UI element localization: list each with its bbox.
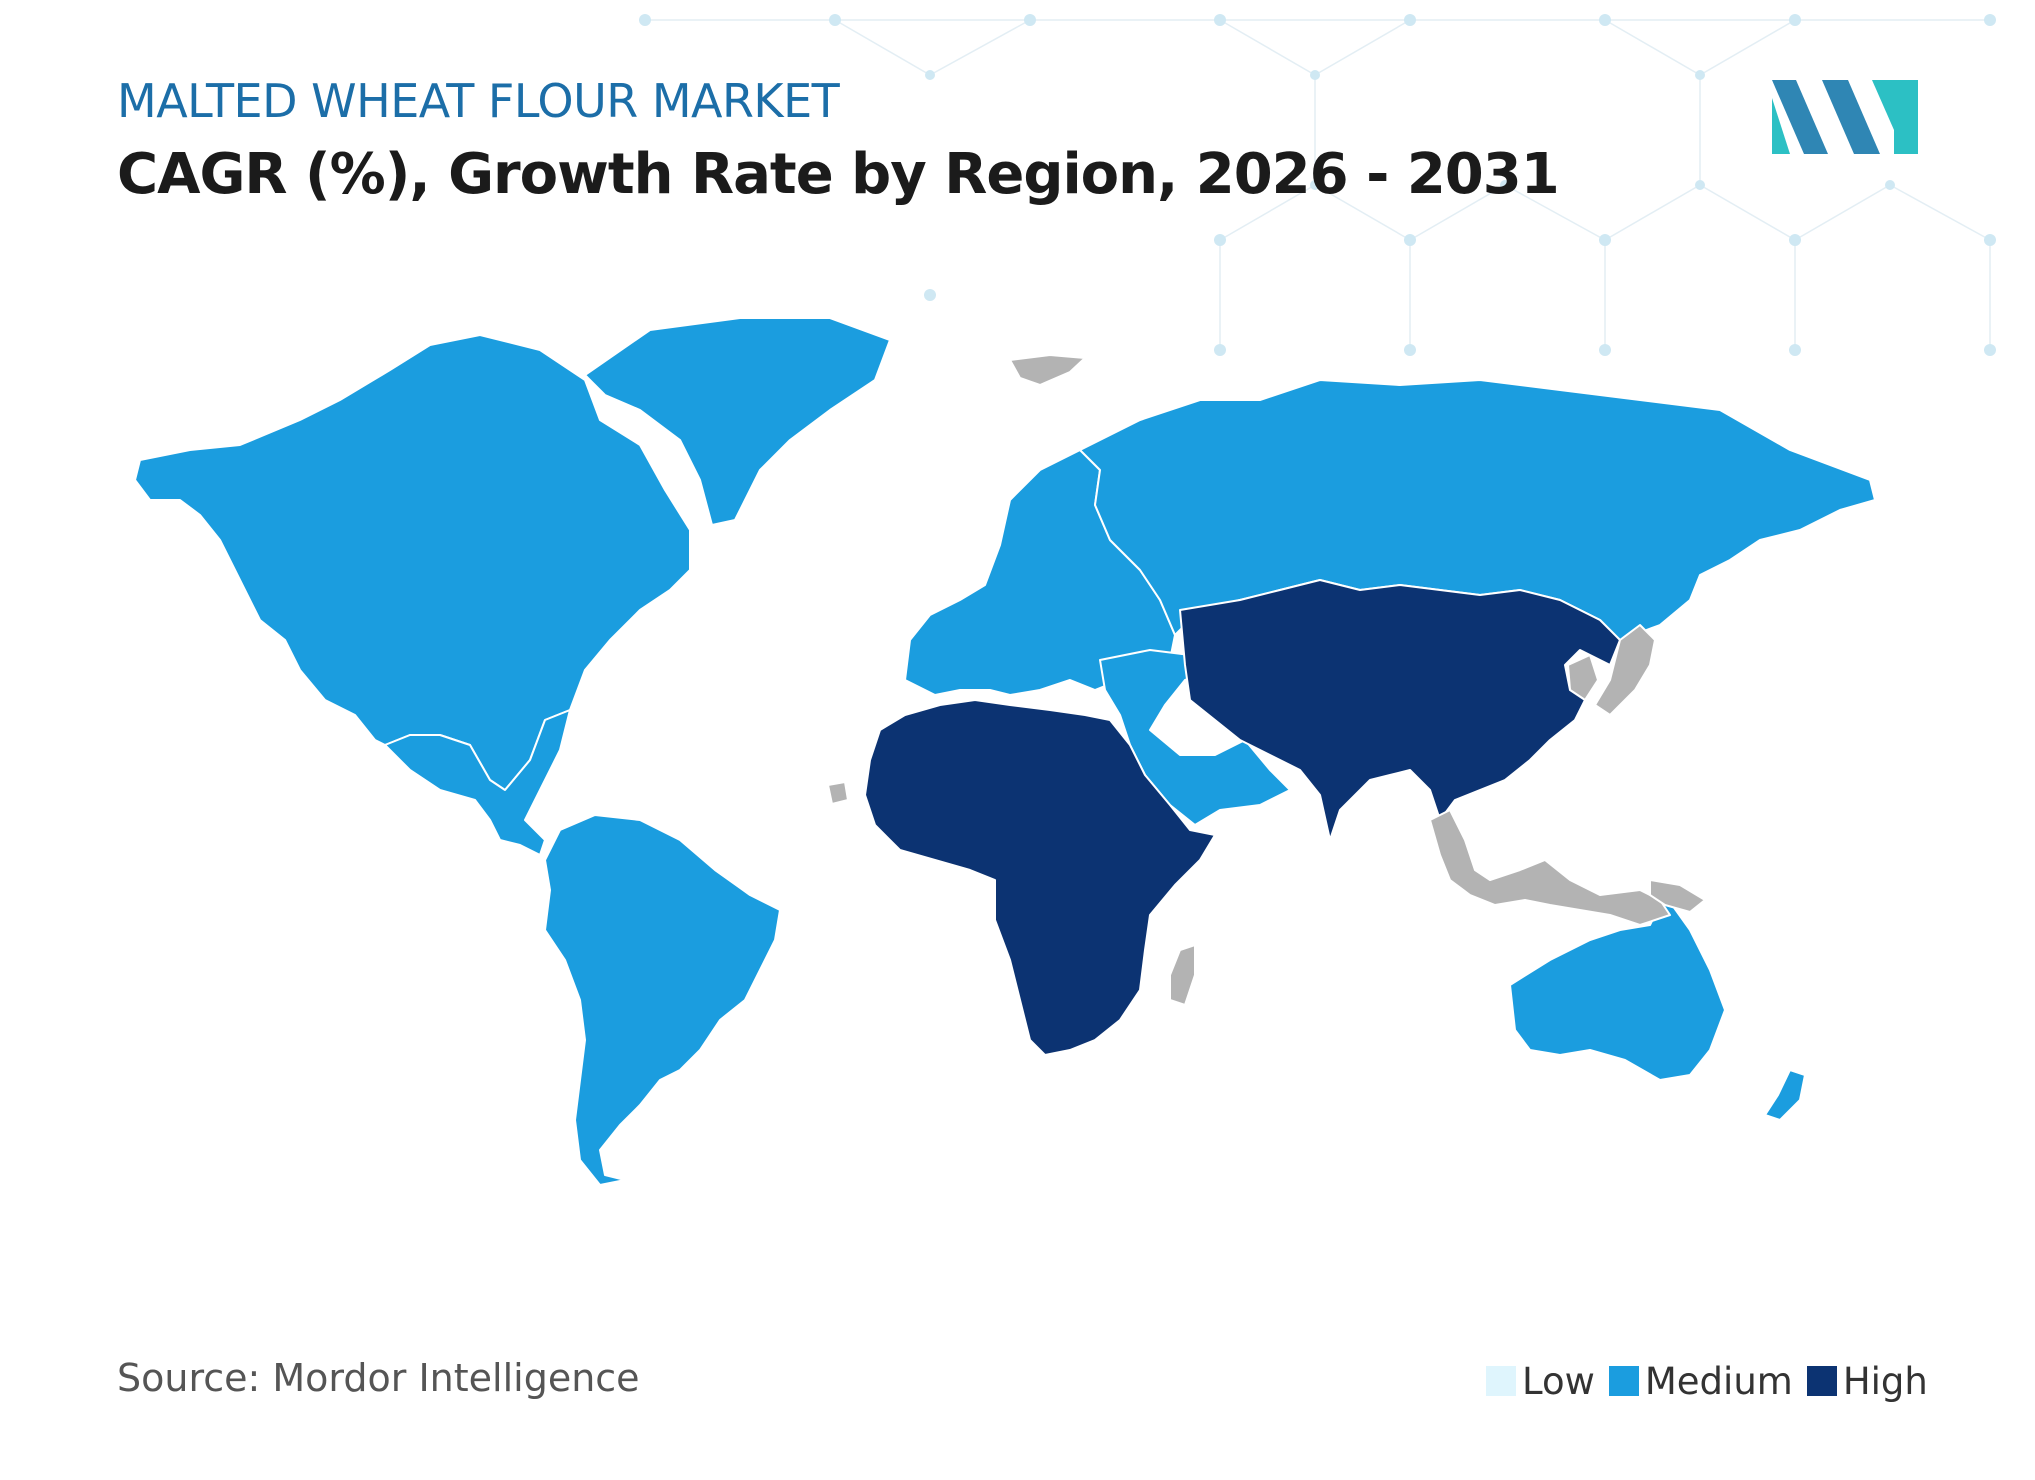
region-south-america (544, 814, 781, 1186)
legend-swatch-high (1806, 1366, 1837, 1396)
legend-item-low: Low (1486, 1360, 1595, 1403)
region-southeast-asia (1429, 809, 1671, 926)
legend-label-medium: Medium (1644, 1359, 1793, 1403)
logo-shape-right (1894, 80, 1918, 154)
mordor-intelligence-logo (1772, 80, 1918, 154)
region-africa (864, 699, 1216, 1056)
region-australia (1509, 894, 1726, 1081)
logo-shape-left-bar (1772, 98, 1790, 154)
region-madagascar (1169, 944, 1196, 1006)
legend: Low Medium High (1486, 1358, 1928, 1404)
region-central-america (384, 709, 571, 856)
logo-shape-middle (1822, 80, 1880, 154)
region-svalbard (1009, 354, 1086, 386)
legend-item-high: High (1806, 1359, 1928, 1403)
market-name: MALTED WHEAT FLOUR MARKET (117, 74, 840, 128)
legend-swatch-low (1486, 1366, 1516, 1396)
region-greenland (584, 317, 891, 526)
region-japan (1594, 624, 1656, 716)
region-north-america (134, 334, 691, 791)
legend-label-low: Low (1522, 1359, 1595, 1403)
legend-item-medium: Medium (1608, 1359, 1793, 1403)
legend-swatch-medium (1608, 1366, 1639, 1396)
region-asia-pacific (1179, 579, 1621, 841)
logo-shape-left (1772, 80, 1828, 154)
region-papua-new-guinea (1649, 879, 1706, 913)
legend-label-high: High (1842, 1359, 1928, 1403)
logo-shape-right-accent (1872, 80, 1894, 130)
region-new-zealand (1764, 1069, 1806, 1121)
chart-title: CAGR (%), Growth Rate by Region, 2026 - … (117, 142, 1560, 207)
region-western-sahara-islands (827, 781, 849, 805)
source-note: Source: Mordor Intelligence (117, 1356, 640, 1400)
